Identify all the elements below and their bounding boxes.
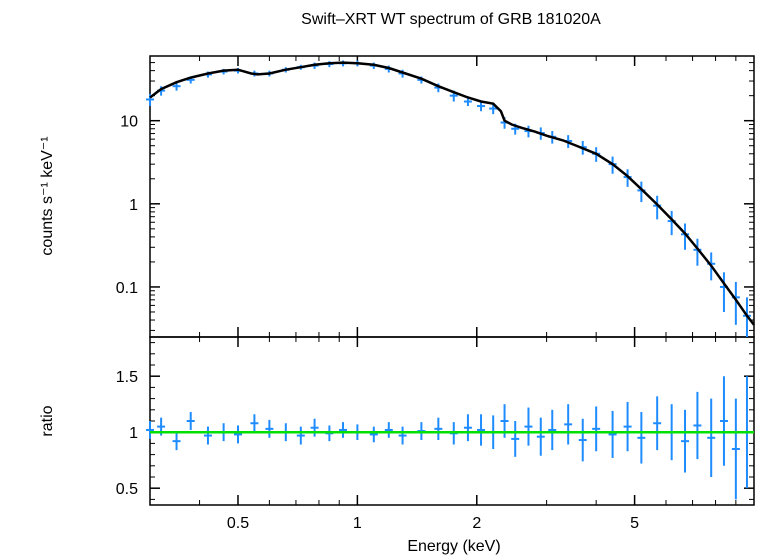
chart-title: Swift–XRT WT spectrum of GRB 181020A [301, 11, 601, 28]
x-tick-label: 0.5 [227, 515, 249, 532]
spectrum-y-tick-label: 10 [120, 114, 138, 131]
x-tick-label: 1 [353, 515, 362, 532]
ratio-y-axis-label: ratio [39, 405, 56, 436]
x-tick-label: 2 [472, 515, 481, 532]
ratio-y-tick-label: 1.5 [116, 369, 138, 386]
spectrum-y-axis-label: counts s⁻¹ keV⁻¹ [39, 136, 56, 255]
spectrum-model-line [149, 61, 755, 326]
x-tick-label: 5 [630, 515, 639, 532]
plot-layer: 0.5 1 2 5 0.1 1 10 0.5 1 1.5 [116, 55, 755, 532]
ratio-y-tick-label: 1 [129, 425, 138, 442]
ratio-y-tick-label: 0.5 [116, 481, 138, 498]
spectrum-y-tick-label: 1 [129, 197, 138, 214]
x-axis-label: Energy (keV) [407, 538, 500, 555]
spectrum-y-tick-label: 0.1 [116, 280, 138, 297]
